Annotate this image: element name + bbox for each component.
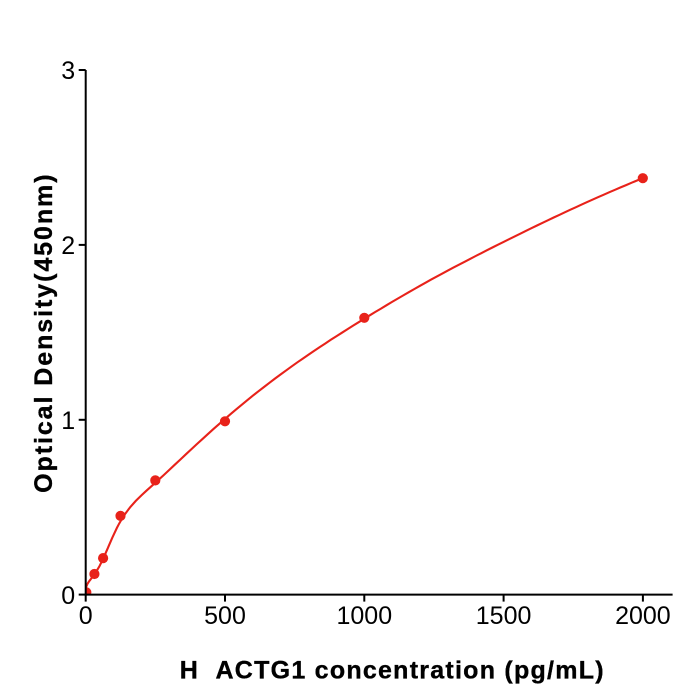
svg-text:1500: 1500: [476, 602, 532, 630]
svg-text:1000: 1000: [336, 602, 392, 630]
svg-text:3: 3: [61, 57, 75, 85]
svg-text:2: 2: [61, 232, 75, 260]
svg-text:0: 0: [79, 602, 93, 630]
svg-text:2000: 2000: [615, 602, 671, 630]
svg-text:Optical Density(450nm): Optical Density(450nm): [30, 173, 58, 493]
svg-text:1: 1: [61, 407, 75, 435]
svg-text:H ACTG1 concentration (pg/mL): H ACTG1 concentration (pg/mL): [180, 657, 605, 685]
svg-text:500: 500: [204, 602, 246, 630]
svg-text:0: 0: [61, 582, 75, 610]
